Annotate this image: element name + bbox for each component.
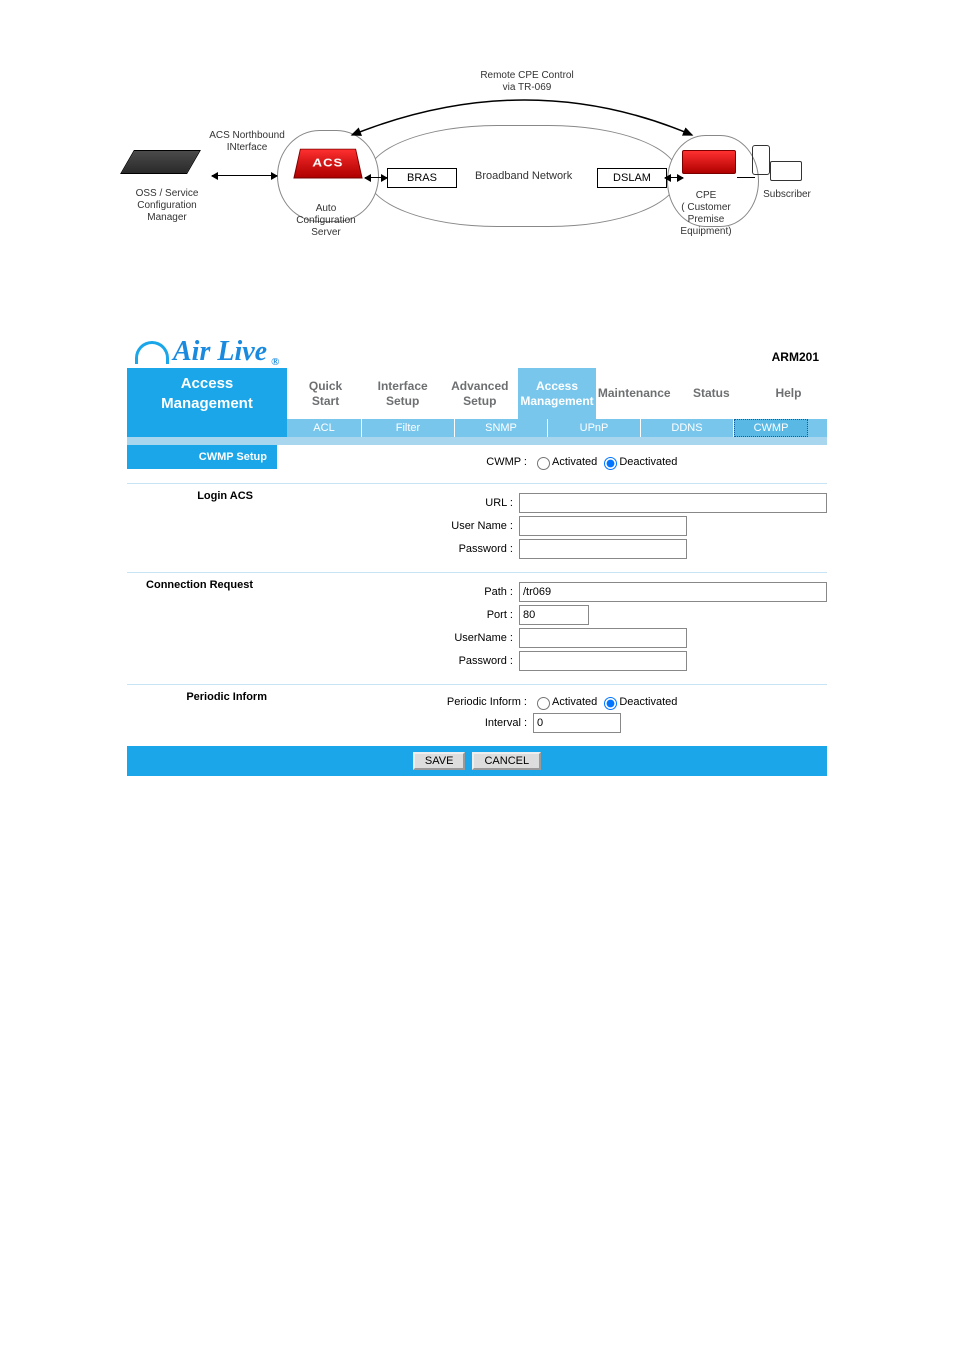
- input-conn-port[interactable]: [519, 605, 589, 625]
- section-login-acs: Login ACS URL : User Name : Password :: [127, 484, 827, 573]
- label-acs-password: Password :: [263, 543, 519, 555]
- input-acs-password[interactable]: [519, 539, 687, 559]
- label-broadband-network: Broadband Network: [475, 170, 572, 183]
- node-oss: OSS / Service Configuration Manager: [127, 150, 207, 224]
- label-conn-password: Password :: [263, 655, 519, 667]
- tab-quick-start[interactable]: Quick Start: [287, 368, 364, 419]
- section-cwmp-setup: CWMP Setup CWMP : Activated Deactivated: [127, 445, 827, 484]
- label-port: Port :: [263, 609, 519, 621]
- label-conn-username: UserName :: [263, 632, 519, 644]
- label-path: Path :: [263, 586, 519, 598]
- arrow-dslam-cpe: [665, 177, 683, 178]
- node-bras: BRAS: [387, 168, 457, 188]
- subtab-cwmp[interactable]: CWMP: [734, 419, 808, 437]
- model-label: ARM201: [772, 350, 819, 364]
- phone-icon: [752, 145, 770, 175]
- subtab-ddns[interactable]: DDNS: [641, 419, 733, 437]
- radio-cwmp-activated[interactable]: [537, 457, 550, 470]
- subtab-filter[interactable]: Filter: [362, 419, 454, 437]
- laptop-icon: [770, 161, 802, 181]
- input-interval[interactable]: [533, 713, 621, 733]
- arrow-acs-bras: [365, 177, 387, 178]
- radio-cwmp: Activated Deactivated: [533, 454, 677, 470]
- section-header-periodic-inform: Periodic Inform: [127, 685, 277, 709]
- label-url: URL :: [263, 497, 519, 509]
- label-acs-username: User Name :: [263, 520, 519, 532]
- radio-periodic-activated[interactable]: [537, 697, 550, 710]
- label-acs-northbound: ACS Northbound INterface: [197, 130, 297, 154]
- section-header-connection-request: Connection Request: [127, 573, 263, 597]
- tab-maintenance[interactable]: Maintenance: [596, 368, 673, 419]
- save-button[interactable]: SAVE: [413, 752, 466, 770]
- sub-nav: ACLFilterSNMPUPnPDDNSCWMP: [127, 419, 827, 437]
- tab-access-management[interactable]: Access Management: [518, 368, 595, 419]
- radio-cwmp-deactivated[interactable]: [604, 457, 617, 470]
- subtab-upnp[interactable]: UPnP: [548, 419, 640, 437]
- sub-tabs: ACLFilterSNMPUPnPDDNSCWMP: [287, 419, 827, 437]
- label-periodic-inform: Periodic Inform :: [277, 696, 533, 708]
- network-diagram: Remote CPE Control via TR-069 OSS / Serv…: [127, 80, 827, 280]
- section-header-login-acs: Login ACS: [127, 484, 263, 508]
- tab-interface-setup[interactable]: Interface Setup: [364, 368, 441, 419]
- input-conn-username[interactable]: [519, 628, 687, 648]
- input-acs-url[interactable]: [519, 493, 827, 513]
- subtab-acl[interactable]: ACL: [287, 419, 361, 437]
- node-dslam: DSLAM: [597, 168, 667, 188]
- ui-header: Air Live ® ARM201: [127, 320, 827, 368]
- input-conn-password[interactable]: [519, 651, 687, 671]
- router-ui-panel: Air Live ® ARM201 Access Management Quic…: [127, 320, 827, 776]
- radio-periodic-deactivated[interactable]: [604, 697, 617, 710]
- input-conn-path[interactable]: [519, 582, 827, 602]
- node-subscriber: Subscriber: [752, 145, 822, 201]
- tab-help[interactable]: Help: [750, 368, 827, 419]
- line-cpe-subscriber: [737, 177, 755, 178]
- label-cwmp: CWMP :: [277, 456, 533, 468]
- radio-periodic-inform: Activated Deactivated: [533, 694, 677, 710]
- section-periodic-inform: Periodic Inform Periodic Inform : Activa…: [127, 685, 827, 746]
- section-connection-request: Connection Request Path : Port : UserNam…: [127, 573, 827, 685]
- section-header-cwmp: CWMP Setup: [127, 445, 277, 469]
- brand-logo: Air Live ®: [135, 336, 279, 368]
- footer-bar: SAVE CANCEL: [127, 746, 827, 776]
- input-acs-username[interactable]: [519, 516, 687, 536]
- tab-advanced-setup[interactable]: Advanced Setup: [441, 368, 518, 419]
- node-cpe: CPE ( Customer Premise Equipment): [682, 150, 736, 238]
- cancel-button[interactable]: CANCEL: [472, 752, 541, 770]
- main-tabs: Quick StartInterface SetupAdvanced Setup…: [287, 368, 827, 419]
- node-acs: ACS Auto Configuration Server: [297, 145, 359, 239]
- tab-status[interactable]: Status: [673, 368, 750, 419]
- section-title: Access Management: [127, 368, 287, 419]
- logo-swoosh-icon: [135, 341, 169, 364]
- label-interval: Interval :: [277, 717, 533, 729]
- arrow-oss-acs: [212, 175, 277, 176]
- top-nav: Access Management Quick StartInterface S…: [127, 368, 827, 419]
- subtab-snmp[interactable]: SNMP: [455, 419, 547, 437]
